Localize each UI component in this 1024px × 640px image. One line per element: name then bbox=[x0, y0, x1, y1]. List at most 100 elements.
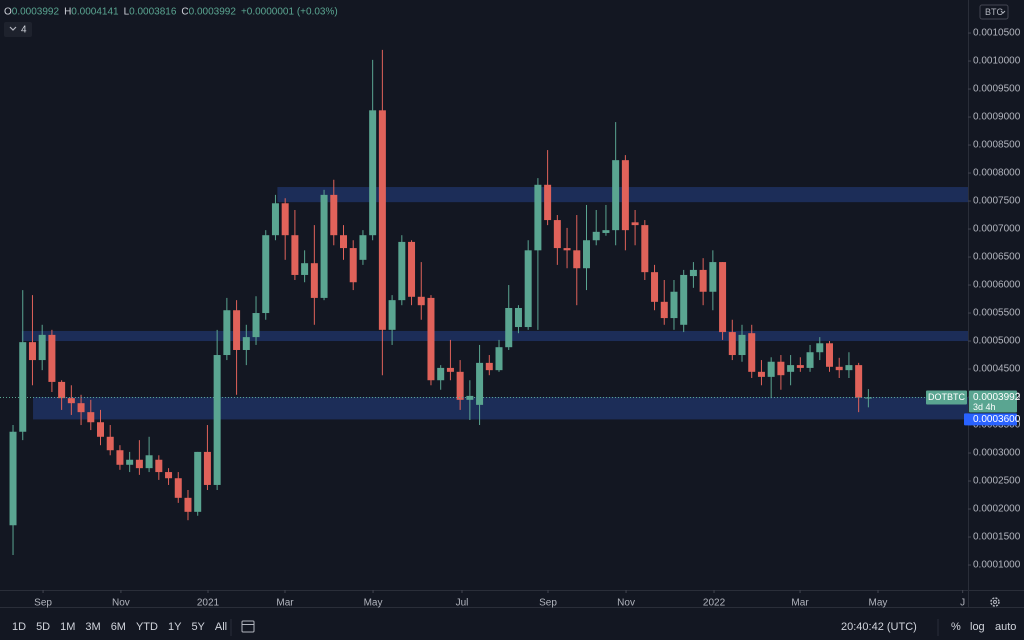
range-button[interactable]: 5D bbox=[36, 621, 50, 633]
candle-body bbox=[378, 110, 386, 330]
y-tick-label: 0.0006000 bbox=[973, 280, 1021, 291]
candle-body bbox=[330, 194, 338, 236]
candle-body bbox=[767, 361, 775, 377]
x-tick-label: Mar bbox=[276, 598, 294, 609]
y-tick-label: 0.0007000 bbox=[973, 224, 1021, 235]
candle-body bbox=[534, 184, 542, 251]
price-tag-label: 0.0003992 bbox=[973, 392, 1021, 403]
candle-body bbox=[825, 343, 833, 367]
range-button[interactable]: 1D bbox=[12, 621, 26, 633]
ohlc-legend: O 0.0003992 H 0.0004141 L 0.0003816 C 0.0003992… bbox=[4, 7, 338, 18]
y-tick-label: 0.0003000 bbox=[973, 448, 1021, 459]
currency-label: BTC bbox=[985, 7, 1004, 17]
gear-icon[interactable] bbox=[990, 597, 1000, 607]
x-tick-label: Jul bbox=[456, 598, 469, 609]
gear-icon-center bbox=[993, 600, 997, 604]
x-tick-label: J bbox=[960, 598, 965, 609]
currency-box[interactable] bbox=[979, 4, 1009, 20]
candle-body bbox=[427, 297, 435, 381]
candle-body bbox=[612, 160, 620, 231]
candle-body bbox=[524, 250, 532, 328]
candle-body bbox=[816, 343, 824, 353]
candle-body bbox=[806, 352, 814, 368]
range-button[interactable]: 5Y bbox=[191, 621, 205, 633]
interval-toggle[interactable]: 4 bbox=[4, 22, 32, 37]
y-tick-label: 0.0008500 bbox=[973, 140, 1021, 151]
candle-body bbox=[728, 332, 736, 356]
y-tick-label: 0.0009000 bbox=[973, 112, 1021, 123]
candle-body bbox=[446, 367, 454, 372]
candle-body bbox=[194, 451, 202, 512]
settings-button[interactable] bbox=[990, 597, 1000, 607]
y-tick-label: 0.0006500 bbox=[973, 252, 1021, 263]
candle-body bbox=[845, 365, 853, 371]
percent-toggle[interactable]: % bbox=[951, 621, 961, 633]
candle-body bbox=[28, 342, 36, 361]
legend-key: L bbox=[124, 7, 130, 18]
interval-label: 4 bbox=[21, 25, 27, 36]
candle-body bbox=[456, 371, 464, 400]
x-tick-label: Nov bbox=[617, 598, 635, 609]
candle-body bbox=[855, 365, 863, 398]
interval-box[interactable] bbox=[4, 22, 32, 37]
y-tick-label: 0.0002000 bbox=[973, 504, 1021, 515]
support-resistance-zone bbox=[21, 330, 968, 342]
range-button[interactable]: YTD bbox=[136, 621, 158, 633]
support-resistance-zone bbox=[33, 397, 968, 420]
chevron-icon bbox=[9, 26, 17, 31]
legend-value: 0.0003816 bbox=[129, 7, 177, 18]
clock: 20:40:42 (UTC) bbox=[841, 621, 917, 633]
currency-button[interactable]: BTC bbox=[979, 4, 1009, 20]
legend-key: O bbox=[4, 7, 12, 18]
candle-body bbox=[476, 362, 484, 405]
x-tick-label: Nov bbox=[112, 598, 130, 609]
candle-body bbox=[359, 235, 367, 260]
candle-body bbox=[77, 403, 85, 413]
candle-body bbox=[864, 397, 872, 399]
auto-toggle[interactable]: auto bbox=[995, 621, 1016, 633]
candle-body bbox=[340, 235, 347, 249]
candle-body bbox=[184, 497, 192, 512]
y-tick-label: 0.0008000 bbox=[973, 168, 1021, 179]
plot-area bbox=[0, 49, 968, 555]
range-button[interactable]: 3M bbox=[85, 621, 100, 633]
candle-body bbox=[19, 342, 27, 432]
y-tick-label: 0.0005500 bbox=[973, 308, 1021, 319]
x-tick-label: Mar bbox=[791, 598, 809, 609]
candle-body bbox=[757, 371, 765, 377]
y-tick-label: 0.0010500 bbox=[973, 28, 1021, 39]
candle-body bbox=[165, 472, 173, 479]
legend-key: H bbox=[64, 7, 71, 18]
y-tick-label: 0.0004500 bbox=[973, 364, 1021, 375]
range-button[interactable]: All bbox=[215, 621, 227, 633]
candle-body bbox=[145, 455, 153, 469]
candle-body bbox=[602, 230, 610, 233]
y-tick-label: 0.0009500 bbox=[973, 84, 1021, 95]
candle-body bbox=[787, 365, 795, 372]
candle-body bbox=[213, 355, 221, 485]
candle-body bbox=[252, 313, 260, 338]
calendar-icon[interactable] bbox=[241, 620, 255, 633]
candle-body bbox=[437, 367, 445, 381]
log-toggle[interactable]: log bbox=[970, 621, 985, 633]
candle-body bbox=[514, 307, 522, 328]
candle-body bbox=[631, 222, 639, 226]
candle-body bbox=[320, 194, 328, 298]
y-tick-label: 0.0001500 bbox=[973, 532, 1021, 543]
y-tick-label: 0.0005000 bbox=[973, 336, 1021, 347]
legend-key: C bbox=[181, 7, 188, 18]
date-range-button[interactable] bbox=[241, 620, 255, 633]
candle-body bbox=[777, 361, 785, 376]
candle-body bbox=[417, 296, 425, 306]
range-button[interactable]: 6M bbox=[111, 621, 126, 633]
candle-body bbox=[349, 248, 357, 283]
candle-body bbox=[748, 333, 756, 372]
candle-body bbox=[796, 365, 804, 368]
legend-value: 0.0003992 bbox=[12, 7, 60, 18]
countdown-label: 3d 4h bbox=[973, 402, 996, 412]
range-button[interactable]: 1M bbox=[60, 621, 75, 633]
range-button[interactable]: 1Y bbox=[168, 621, 182, 633]
zone-price-tag-label: 0.0003600 bbox=[973, 414, 1021, 425]
candle-body bbox=[592, 231, 600, 241]
candle-body bbox=[670, 291, 678, 319]
